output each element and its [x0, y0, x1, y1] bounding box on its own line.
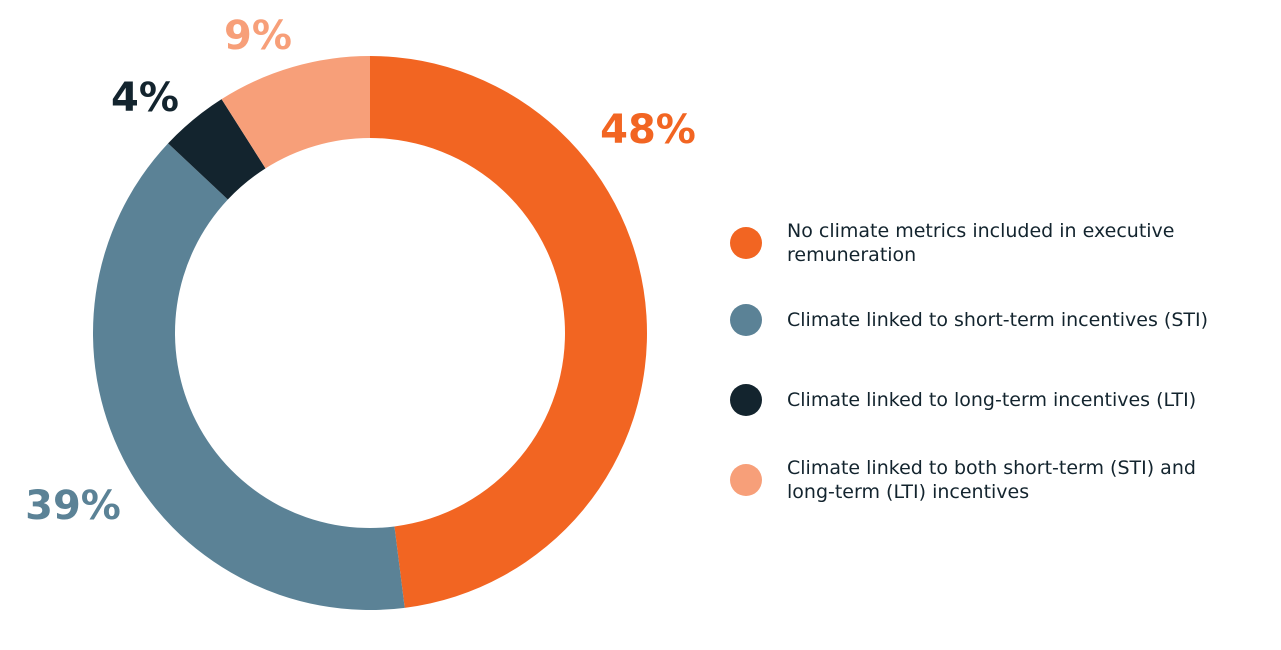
value-label: 4% — [111, 75, 179, 121]
legend-label: Climate linked to short-term incentives … — [787, 309, 1209, 331]
legend-label: Climate linked to long-term incentives (… — [787, 389, 1197, 411]
donut-slice — [221, 56, 370, 169]
legend-label: Climate linked to both short-term (STI) … — [787, 457, 1196, 503]
legend-item: No climate metrics included in executive… — [730, 219, 1270, 267]
legend-item: Climate linked to both short-term (STI) … — [730, 456, 1270, 504]
value-label: 9% — [224, 13, 292, 59]
donut-slice — [370, 56, 648, 608]
donut-slice — [168, 99, 266, 200]
legend-swatch — [730, 227, 762, 259]
legend-item: Climate linked to short-term incentives … — [730, 296, 1270, 344]
legend-swatch — [730, 304, 762, 336]
legend-swatch — [730, 464, 762, 496]
donut-slice — [92, 143, 405, 611]
value-label: 39% — [25, 483, 121, 529]
legend-item: Climate linked to long-term incentives (… — [730, 376, 1270, 424]
legend-label: No climate metrics included in executive… — [787, 220, 1175, 266]
legend-swatch — [730, 384, 762, 416]
value-label: 48% — [600, 107, 696, 153]
